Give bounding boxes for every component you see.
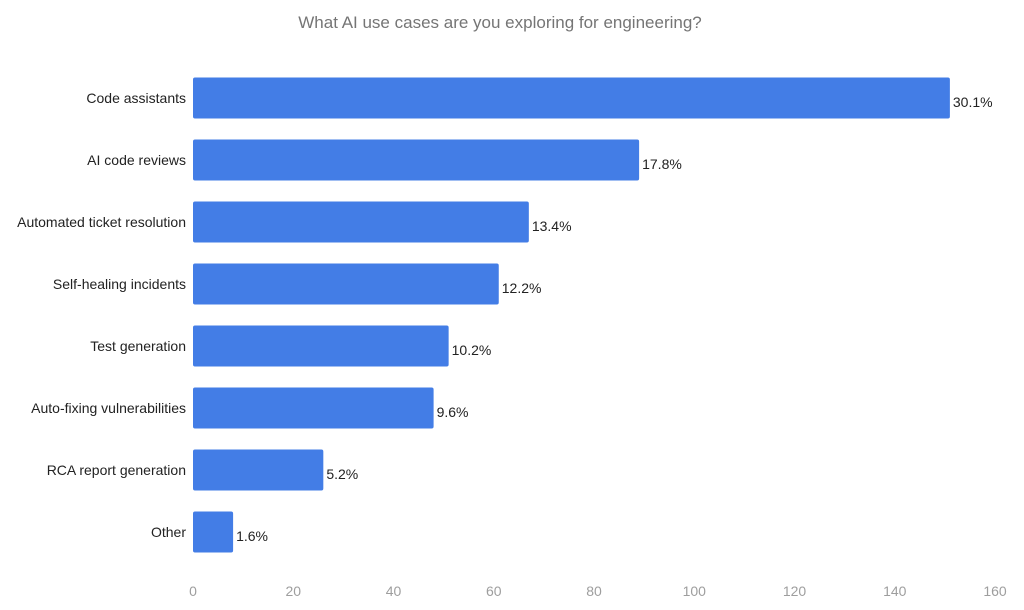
data-label: 13.4% [532, 218, 572, 234]
chart-title: What AI use cases are you exploring for … [298, 13, 702, 32]
bar [193, 325, 449, 367]
bar [193, 511, 234, 553]
category-label: Self-healing incidents [53, 276, 186, 292]
x-tick-label: 120 [783, 583, 807, 599]
category-label: Automated ticket resolution [17, 214, 186, 230]
data-label: 9.6% [437, 404, 469, 420]
category-label: Other [151, 524, 186, 540]
bar [193, 387, 434, 429]
data-label: 5.2% [326, 466, 358, 482]
bar [193, 139, 640, 181]
bar [193, 449, 324, 491]
x-tick-label: 100 [683, 583, 707, 599]
x-tick-label: 140 [883, 583, 907, 599]
x-tick-label: 160 [983, 583, 1007, 599]
x-tick-label: 60 [486, 583, 502, 599]
category-label: AI code reviews [87, 152, 186, 168]
data-label: 17.8% [642, 156, 682, 172]
data-label: 30.1% [953, 94, 993, 110]
data-label: 10.2% [452, 342, 492, 358]
data-label: 1.6% [236, 528, 268, 544]
x-tick-label: 20 [285, 583, 301, 599]
category-label: Auto-fixing vulnerabilities [31, 400, 186, 416]
bar [193, 77, 950, 119]
data-label: 12.2% [502, 280, 542, 296]
x-tick-label: 40 [386, 583, 402, 599]
category-label: Test generation [90, 338, 186, 354]
bar [193, 263, 499, 305]
bar [193, 201, 529, 243]
category-label: RCA report generation [47, 462, 186, 478]
x-tick-label: 0 [189, 583, 197, 599]
x-tick-label: 80 [586, 583, 602, 599]
category-label: Code assistants [86, 90, 186, 106]
